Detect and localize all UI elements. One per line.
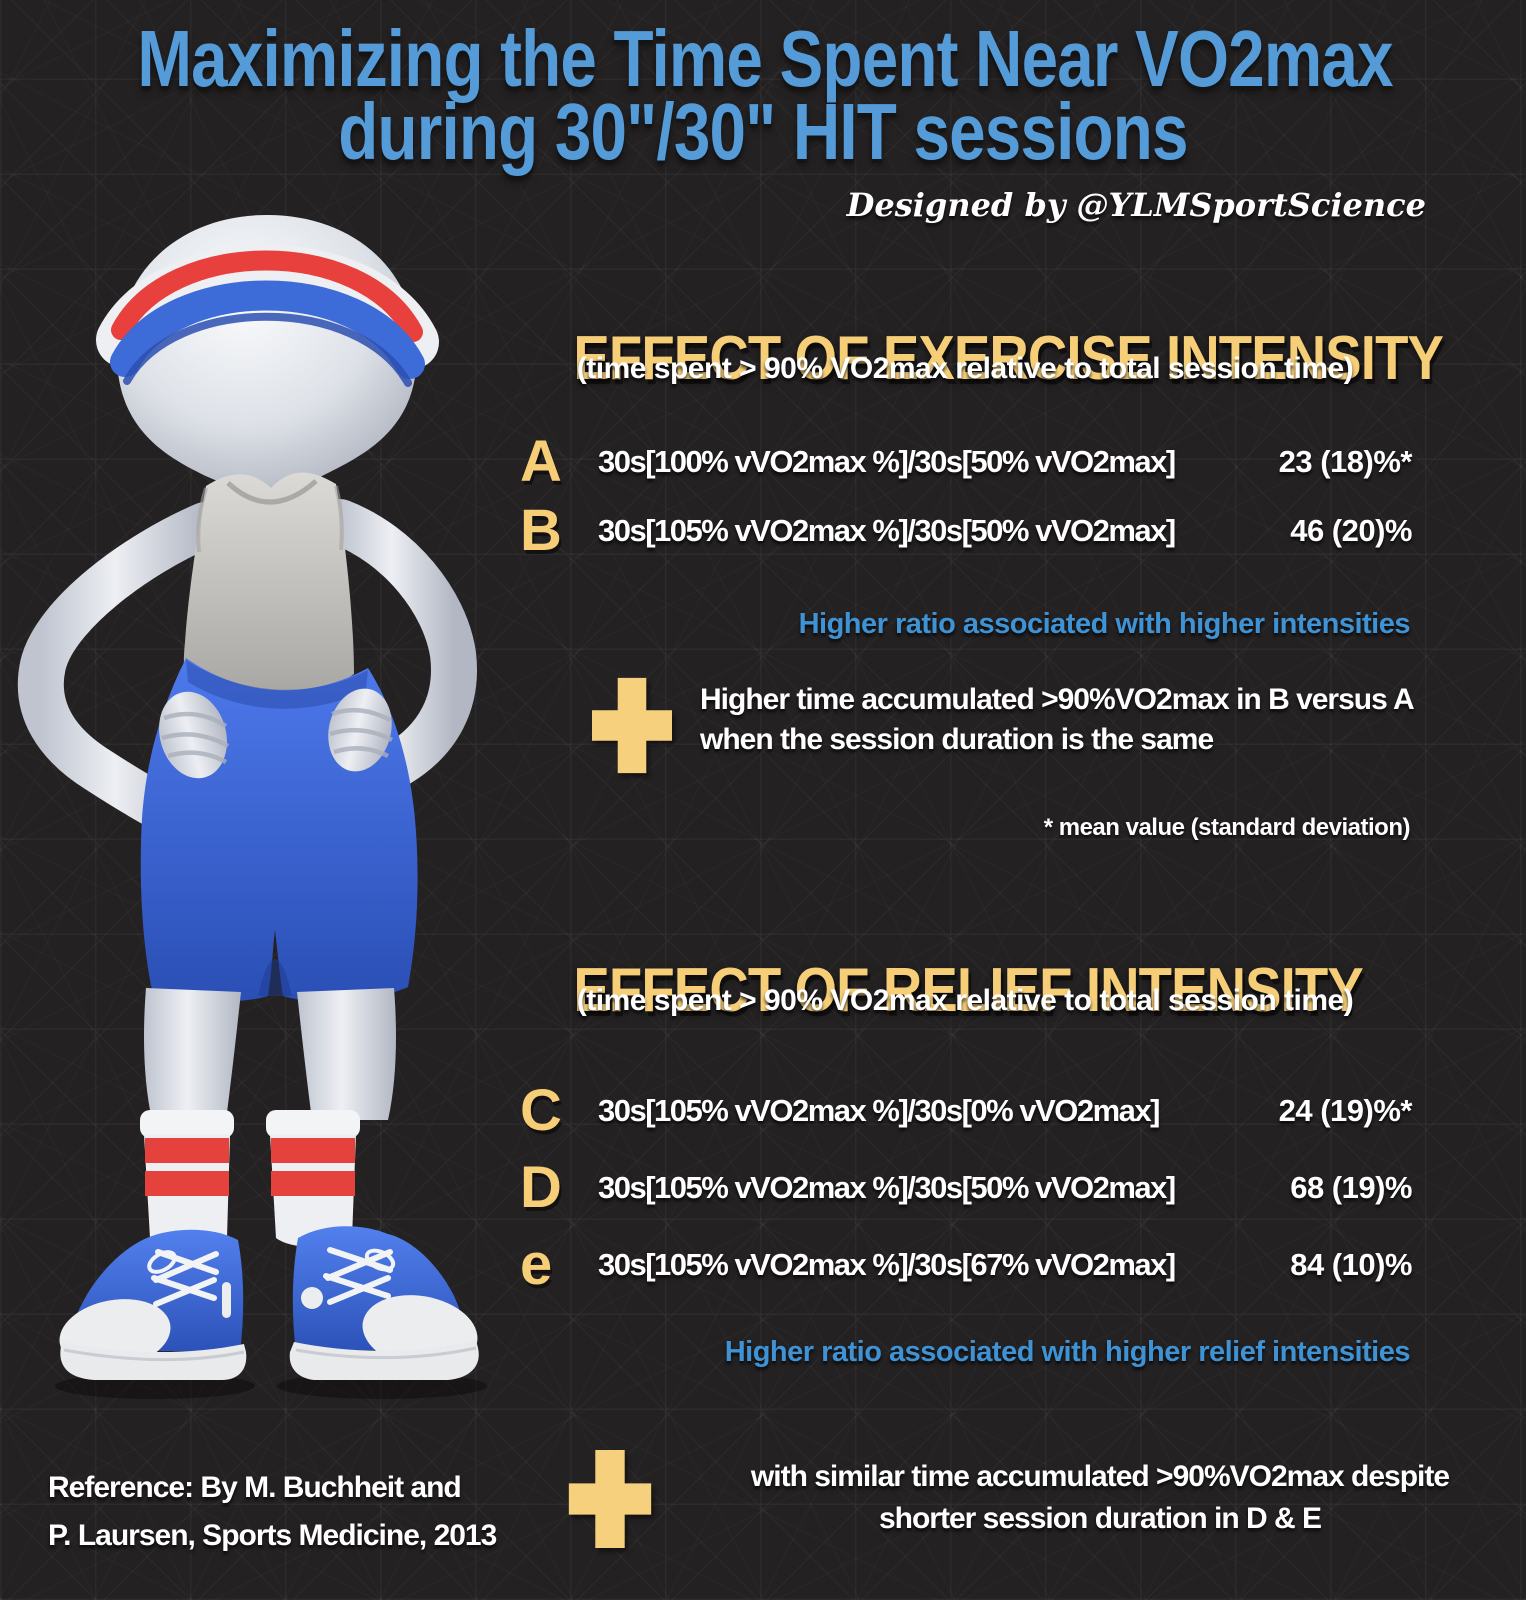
section1-subtitle: (time spent > 90% VO2max relative to tot…	[576, 352, 1354, 385]
section2-highlight: Higher ratio associated with higher reli…	[724, 1336, 1411, 1368]
legs	[144, 988, 396, 1120]
row-letter-badge: e	[520, 1232, 553, 1297]
row-letter-badge: A	[520, 429, 562, 494]
row-value: 84 (10)%	[1290, 1247, 1412, 1282]
row-letter-badge: B	[520, 498, 562, 563]
page-title: Maximizing the Time Spent Near VO2max du…	[137, 14, 1393, 176]
plus-icon	[592, 677, 672, 774]
plus-note-line2: shorter session duration in D & E	[878, 1502, 1322, 1535]
row-protocol: 30s[105% vVO2max %]/30s[50% vVO2max]	[598, 513, 1176, 548]
protocol-row-d: D 30s[105% vVO2max %]/30s[50% vVO2max] 6…	[520, 1155, 1413, 1221]
section2-heading: EFFECT OF RELIEF INTENSITY	[573, 956, 1363, 1026]
athlete-figure-illustration	[17, 215, 487, 1399]
protocol-row-b: B 30s[105% vVO2max %]/30s[50% vVO2max] 4…	[520, 498, 1413, 563]
row-value: 68 (19)%	[1290, 1170, 1412, 1205]
plus-note-line1: with similar time accumulated >90%VO2max…	[750, 1460, 1450, 1493]
section2-subtitle: (time spent > 90% VO2max relative to tot…	[576, 984, 1354, 1017]
title-line1: Maximizing the Time Spent Near VO2max	[137, 14, 1393, 103]
row-value: 46 (20)%	[1290, 513, 1412, 548]
section1-rows: A 30s[100% vVO2max %]/30s[50% vVO2max] 2…	[520, 429, 1413, 568]
section2-rows: C 30s[105% vVO2max %]/30s[0% vVO2max] 24…	[520, 1078, 1413, 1309]
protocol-row-c: C 30s[105% vVO2max %]/30s[0% vVO2max] 24…	[520, 1078, 1413, 1144]
plus-note-line2: when the session duration is the same	[700, 723, 1214, 756]
row-letter-badge: D	[520, 1155, 562, 1220]
row-protocol: 30s[105% vVO2max %]/30s[50% vVO2max]	[598, 1170, 1176, 1205]
reference-line1: Reference: By M. Buchheit and	[48, 1471, 462, 1504]
plus-icon	[568, 1450, 652, 1548]
protocol-row-a: A 30s[100% vVO2max %]/30s[50% vVO2max] 2…	[520, 429, 1413, 494]
tank-top	[183, 472, 354, 700]
sneakers	[59, 1226, 479, 1380]
reference-line2: P. Laursen, Sports Medicine, 2013	[48, 1519, 497, 1552]
section2-plus-note: with similar time accumulated >90%VO2max…	[700, 1456, 1500, 1540]
reference: Reference: By M. Buchheit and P. Laursen…	[48, 1464, 497, 1560]
section1-heading: EFFECT OF EXERCISE INTENSITY	[573, 324, 1444, 394]
row-protocol: 30s[100% vVO2max %]/30s[50% vVO2max]	[598, 444, 1176, 479]
section1-plus-note: Higher time accumulated >90%VO2max in B …	[700, 680, 1415, 760]
designer-credit: Designed by @YLMSportScience	[846, 186, 1426, 224]
section1-highlight: Higher ratio associated with higher inte…	[798, 608, 1411, 640]
row-value: 24 (19)%*	[1278, 1093, 1413, 1128]
striped-socks	[140, 1110, 360, 1247]
title-line2: during 30"/30" HIT sessions	[338, 87, 1188, 176]
headband	[96, 245, 439, 387]
protocol-row-e: e 30s[105% vVO2max %]/30s[67% vVO2max] 8…	[520, 1232, 1413, 1298]
footnote: * mean value (standard deviation)	[1043, 814, 1411, 841]
row-value: 23 (18)%*	[1278, 444, 1413, 479]
row-protocol: 30s[105% vVO2max %]/30s[0% vVO2max]	[598, 1093, 1160, 1128]
row-letter-badge: C	[520, 1078, 562, 1143]
plus-note-line1: Higher time accumulated >90%VO2max in B …	[700, 683, 1415, 716]
hands	[159, 688, 394, 779]
row-protocol: 30s[105% vVO2max %]/30s[67% vVO2max]	[598, 1247, 1176, 1282]
